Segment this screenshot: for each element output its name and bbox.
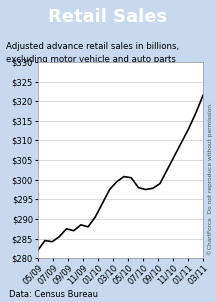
Text: Retail Sales: Retail Sales: [48, 8, 168, 26]
Text: Adjusted advance retail sales in billions,: Adjusted advance retail sales in billion…: [6, 42, 180, 50]
Text: Data: Census Bureau: Data: Census Bureau: [9, 290, 98, 299]
Text: excluding motor vehicle and auto parts: excluding motor vehicle and auto parts: [6, 55, 176, 64]
Text: ©ChartForce  Do not reproduce without permission.: ©ChartForce Do not reproduce without per…: [207, 102, 213, 255]
